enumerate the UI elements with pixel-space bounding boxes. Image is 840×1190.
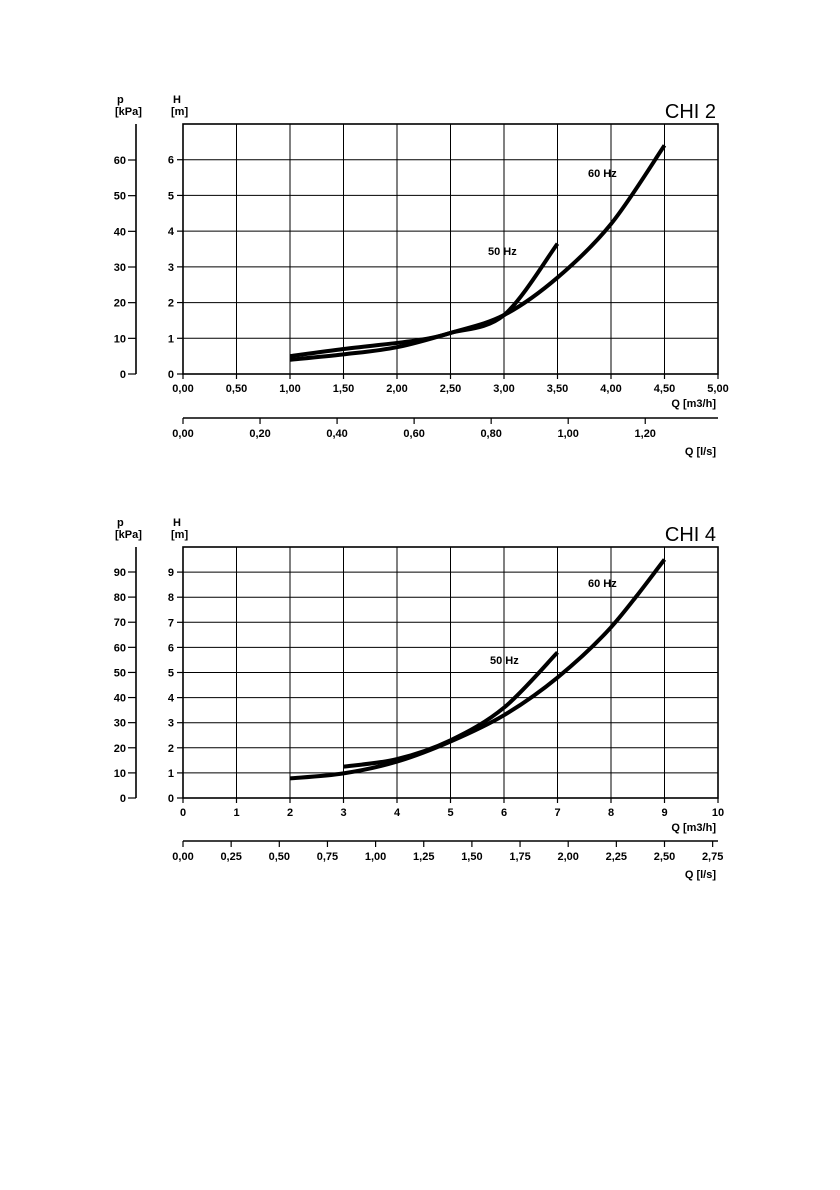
x2-tick-label: 1,50 bbox=[461, 851, 482, 863]
x-tick-label: 9 bbox=[661, 807, 667, 819]
h-tick-label: 6 bbox=[168, 155, 174, 167]
p-tick-label: 50 bbox=[114, 191, 126, 203]
x2-tick-label: 0,40 bbox=[326, 428, 347, 440]
x2-tick-label: 2,00 bbox=[557, 851, 578, 863]
x-tick-label: 0 bbox=[180, 807, 186, 819]
p-tick-label: 90 bbox=[114, 567, 126, 579]
chart-title: CHI 2 bbox=[665, 101, 716, 123]
x2-tick-label: 0,60 bbox=[403, 428, 424, 440]
h-tick-label: 5 bbox=[168, 668, 174, 680]
p-tick-label: 30 bbox=[114, 718, 126, 730]
p-tick-label: 10 bbox=[114, 333, 126, 345]
x2-tick-label: 1,00 bbox=[365, 851, 386, 863]
x-tick-label: 3 bbox=[340, 807, 346, 819]
h-tick-label: 7 bbox=[168, 617, 174, 629]
p-tick-label: 50 bbox=[114, 667, 126, 679]
h-tick-label: 9 bbox=[168, 567, 174, 579]
x2-tick-label: 0,00 bbox=[172, 428, 193, 440]
x2-tick-label: 1,75 bbox=[509, 851, 530, 863]
h-axis-unit: [m] bbox=[171, 106, 188, 118]
h-tick-label: 8 bbox=[168, 592, 174, 604]
series-label-60hz: 60 Hz bbox=[588, 168, 617, 180]
x-tick-label: 0,00 bbox=[172, 383, 193, 395]
p-tick-label: 60 bbox=[114, 155, 126, 167]
x-axis-label: Q [m3/h] bbox=[671, 398, 716, 410]
x2-tick-label: 0,50 bbox=[269, 851, 290, 863]
x-tick-label: 2 bbox=[287, 807, 293, 819]
p-tick-label: 10 bbox=[114, 768, 126, 780]
x2-tick-label: 2,50 bbox=[654, 851, 675, 863]
x-tick-label: 1,00 bbox=[279, 383, 300, 395]
p-tick-label: 0 bbox=[120, 369, 126, 381]
h-tick-label: 0 bbox=[168, 369, 174, 381]
x-tick-label: 7 bbox=[554, 807, 560, 819]
x2-tick-label: 0,25 bbox=[220, 851, 241, 863]
p-tick-label: 30 bbox=[114, 262, 126, 274]
p-tick-label: 70 bbox=[114, 617, 126, 629]
x-tick-label: 6 bbox=[501, 807, 507, 819]
x2-tick-label: 1,20 bbox=[635, 428, 656, 440]
x2-axis-label: Q [l/s] bbox=[685, 869, 717, 881]
x-tick-label: 8 bbox=[608, 807, 614, 819]
h-tick-label: 2 bbox=[168, 743, 174, 755]
x2-tick-label: 1,25 bbox=[413, 851, 434, 863]
x-tick-label: 3,50 bbox=[547, 383, 568, 395]
x2-tick-label: 0,75 bbox=[317, 851, 338, 863]
p-tick-label: 80 bbox=[114, 592, 126, 604]
series-label-60hz: 60 Hz bbox=[588, 578, 617, 590]
h-tick-label: 2 bbox=[168, 298, 174, 310]
series-line-60hz bbox=[289, 144, 667, 362]
x-tick-label: 10 bbox=[712, 807, 724, 819]
h-tick-label: 6 bbox=[168, 642, 174, 654]
x-tick-label: 5,00 bbox=[707, 383, 728, 395]
p-axis-unit: [kPa] bbox=[115, 529, 142, 541]
x2-tick-label: 2,25 bbox=[606, 851, 627, 863]
chart-title: CHI 4 bbox=[665, 524, 716, 546]
x-tick-label: 1,50 bbox=[333, 383, 354, 395]
p-tick-label: 20 bbox=[114, 298, 126, 310]
h-tick-label: 0 bbox=[168, 793, 174, 805]
series-label-50hz: 50 Hz bbox=[488, 246, 517, 258]
x-tick-label: 0,50 bbox=[226, 383, 247, 395]
x2-tick-label: 1,00 bbox=[557, 428, 578, 440]
p-tick-label: 40 bbox=[114, 226, 126, 238]
x2-tick-label: 0,80 bbox=[480, 428, 501, 440]
h-axis-label: H bbox=[173, 94, 181, 106]
h-axis-unit: [m] bbox=[171, 529, 188, 541]
h-axis-label: H bbox=[173, 517, 181, 529]
x-tick-label: 4,00 bbox=[600, 383, 621, 395]
h-tick-label: 1 bbox=[168, 768, 174, 780]
h-tick-label: 4 bbox=[168, 226, 175, 238]
x-tick-label: 2,50 bbox=[440, 383, 461, 395]
h-tick-label: 3 bbox=[168, 718, 174, 730]
series-label-50hz: 50 Hz bbox=[490, 655, 519, 667]
x-tick-label: 2,00 bbox=[386, 383, 407, 395]
x2-axis-label: Q [l/s] bbox=[685, 446, 717, 458]
x-tick-label: 5 bbox=[447, 807, 453, 819]
series-line-60hz bbox=[289, 558, 667, 781]
x2-tick-label: 0,20 bbox=[249, 428, 270, 440]
p-axis-unit: [kPa] bbox=[115, 106, 142, 118]
p-tick-label: 0 bbox=[120, 793, 126, 805]
p-tick-label: 20 bbox=[114, 743, 126, 755]
p-axis-label: p bbox=[117, 94, 124, 106]
p-tick-label: 40 bbox=[114, 693, 126, 705]
h-tick-label: 3 bbox=[168, 262, 174, 274]
x-tick-label: 3,00 bbox=[493, 383, 514, 395]
h-tick-label: 5 bbox=[168, 190, 174, 202]
p-axis-label: p bbox=[117, 517, 124, 529]
x-tick-label: 4 bbox=[394, 807, 401, 819]
h-tick-label: 4 bbox=[168, 693, 175, 705]
p-tick-label: 60 bbox=[114, 642, 126, 654]
x2-tick-label: 2,75 bbox=[702, 851, 723, 863]
x-tick-label: 1 bbox=[233, 807, 239, 819]
x2-tick-label: 0,00 bbox=[172, 851, 193, 863]
x-axis-label: Q [m3/h] bbox=[671, 822, 716, 834]
h-tick-label: 1 bbox=[168, 333, 174, 345]
x-tick-label: 4,50 bbox=[654, 383, 675, 395]
